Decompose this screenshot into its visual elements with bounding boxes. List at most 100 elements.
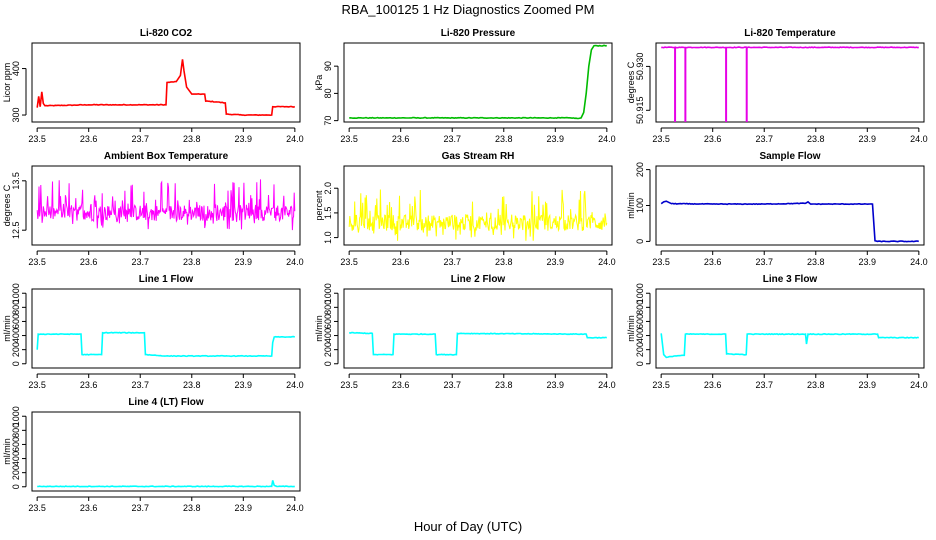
plot-frame	[343, 165, 613, 246]
x-tick-label: 23.8	[807, 257, 825, 267]
plot-frame	[343, 42, 613, 123]
y-tick-label: 200	[635, 342, 645, 357]
x-tick-label: 23.7	[755, 380, 773, 390]
panel-title: Li-820 Temperature	[744, 28, 836, 39]
x-tick-label: 23.7	[131, 503, 149, 513]
x-tick-label: 24.0	[910, 257, 928, 267]
y-tick-label: 400	[11, 451, 21, 466]
x-tick-label: 24.0	[286, 503, 304, 513]
panel-1: Li-820 CO2 Licor ppm 23.5 23.6 23.7 23.8 23.9 2…	[2, 28, 304, 144]
y-tick-label: 400	[11, 328, 21, 343]
y-tick-label: 600	[635, 314, 645, 329]
panel-2: Li-820 Pressure kPa 23.5 23.6 23.7 23.8 23.9 24…	[314, 28, 616, 144]
plot-frame	[655, 288, 925, 369]
x-tick-label: 23.5	[652, 380, 670, 390]
x-tick-label: 23.5	[340, 257, 358, 267]
x-tick-label: 23.9	[859, 134, 877, 144]
y-tick-label: 800	[11, 423, 21, 438]
x-tick-label: 23.5	[340, 134, 358, 144]
x-tick-label: 23.8	[807, 134, 825, 144]
y-axis-label: ml/min	[2, 438, 12, 465]
panel-title: Li-820 CO2	[140, 28, 193, 39]
x-tick-label: 23.5	[652, 257, 670, 267]
y-tick-label: 1000	[635, 283, 645, 303]
series-line	[37, 480, 295, 488]
series-line	[349, 44, 607, 120]
x-tick-label: 24.0	[286, 380, 304, 390]
series-line	[660, 200, 919, 243]
x-tick-label: 23.8	[183, 134, 201, 144]
x-tick-label: 23.9	[859, 380, 877, 390]
y-tick-label: 100	[635, 198, 645, 213]
y-axis-label: percent	[314, 190, 324, 221]
y-axis-label: ml/min	[2, 315, 12, 342]
series-line	[660, 332, 919, 359]
x-tick-label: 23.9	[547, 134, 565, 144]
y-tick-label: 0	[11, 484, 21, 489]
x-tick-label: 24.0	[598, 380, 616, 390]
x-tick-label: 23.7	[755, 134, 773, 144]
y-tick-label: 1000	[11, 406, 21, 426]
x-tick-label: 23.9	[235, 257, 253, 267]
x-tick-label: 23.7	[131, 257, 149, 267]
x-tick-label: 23.6	[80, 503, 98, 513]
y-tick-label: 200	[635, 162, 645, 177]
figure-xlabel: Hour of Day (UTC)	[414, 519, 522, 534]
plot-frame	[31, 165, 301, 246]
y-tick-label: 80	[323, 88, 333, 98]
series-line	[661, 46, 919, 49]
y-tick-label: 13.5	[11, 172, 21, 190]
y-tick-label: 50.930	[635, 53, 645, 81]
x-tick-label: 23.6	[80, 257, 98, 267]
y-tick-label: 600	[323, 314, 333, 329]
y-axis-label: ml/min	[626, 192, 636, 219]
x-tick-label: 24.0	[910, 380, 928, 390]
x-tick-label: 23.6	[392, 134, 410, 144]
y-tick-label: 0	[635, 239, 645, 244]
panel-7: Line 1 Flow ml/min 23.5 23.6 23.7 23.8 23.9 24.…	[2, 274, 304, 390]
x-tick-label: 23.7	[443, 380, 461, 390]
y-tick-label: 2.0	[323, 182, 333, 195]
panel-title: Sample Flow	[759, 151, 820, 162]
y-tick-label: 600	[11, 314, 21, 329]
panel-5: Gas Stream RH percent 23.5 23.6 23.7 23.8 23.9…	[314, 151, 616, 267]
x-tick-label: 23.5	[28, 257, 46, 267]
x-tick-label: 23.6	[392, 257, 410, 267]
plot-frame	[31, 42, 301, 123]
panels-group: Li-820 CO2 Licor ppm 23.5 23.6 23.7 23.8 23.9 2…	[2, 28, 928, 513]
series-line	[36, 59, 295, 117]
x-tick-label: 23.8	[495, 257, 513, 267]
plot-frame	[343, 288, 613, 369]
x-tick-label: 23.5	[340, 380, 358, 390]
x-tick-label: 23.8	[495, 380, 513, 390]
y-tick-label: 200	[323, 342, 333, 357]
x-tick-label: 23.8	[183, 257, 201, 267]
x-tick-label: 23.8	[495, 134, 513, 144]
y-tick-label: 90	[323, 61, 333, 71]
panel-6: Sample Flow ml/min 23.5 23.6 23.7 23.8 23.9 24.…	[626, 151, 928, 267]
panel-title: Line 3 Flow	[763, 274, 818, 285]
y-axis-label: degrees C	[626, 61, 636, 103]
panel-title: Line 4 (LT) Flow	[128, 397, 204, 408]
y-tick-label: 200	[11, 465, 21, 480]
y-axis-label: kPa	[314, 75, 324, 91]
y-tick-label: 0	[11, 361, 21, 366]
panel-10: Line 4 (LT) Flow ml/min 23.5 23.6 23.7 23.8 23…	[2, 397, 304, 513]
y-tick-label: 600	[11, 437, 21, 452]
x-tick-label: 23.7	[131, 134, 149, 144]
y-tick-label: 50.915	[635, 97, 645, 125]
x-tick-label: 23.7	[755, 257, 773, 267]
panel-title: Line 2 Flow	[451, 274, 506, 285]
panel-title: Ambient Box Temperature	[104, 151, 229, 162]
plot-frame	[31, 411, 301, 492]
y-axis-label: ml/min	[626, 315, 636, 342]
series-line	[36, 331, 296, 358]
y-tick-label: 0	[635, 361, 645, 366]
x-tick-label: 23.9	[235, 503, 253, 513]
plot-frame	[31, 288, 301, 369]
x-tick-label: 23.5	[652, 134, 670, 144]
x-tick-label: 23.5	[28, 503, 46, 513]
y-axis-label: ml/min	[314, 315, 324, 342]
y-tick-label: 400	[11, 61, 21, 76]
